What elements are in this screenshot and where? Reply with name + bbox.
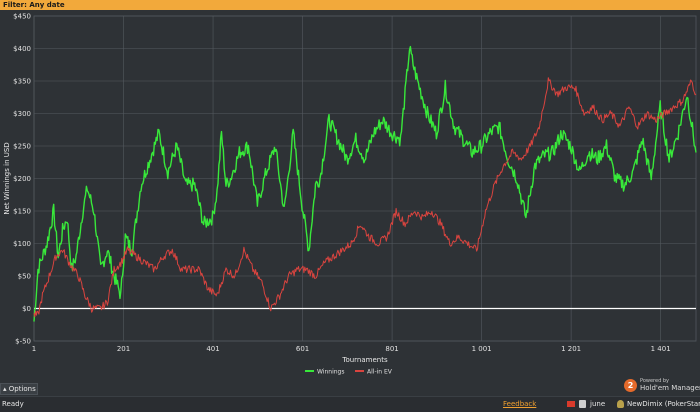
y-tick-label: $350	[13, 78, 31, 86]
y-tick-label: $250	[13, 143, 31, 151]
legend-label: All-in EV	[367, 369, 393, 376]
feedback-link[interactable]: Feedback	[503, 400, 537, 408]
filter-label: Filter:	[3, 1, 27, 9]
series-line-allin-ev	[33, 77, 697, 318]
legend-label: Winnings	[317, 369, 344, 376]
status-bar: Ready Feedback june NewDimix (PokerStars…	[0, 396, 700, 412]
x-tick-label: 201	[117, 345, 130, 353]
options-button[interactable]: ▴ Options	[0, 383, 38, 395]
x-tick-label: 801	[385, 345, 398, 353]
brand-logo: 2 Powered by Hold'em Manager	[624, 377, 700, 395]
y-tick-label: $-50	[15, 338, 31, 346]
y-axis-title: Net Winnings in USD	[3, 142, 11, 214]
flag-icon[interactable]	[567, 401, 575, 407]
x-tick-label: 1 401	[651, 345, 671, 353]
x-tick-label: 1 001	[472, 345, 492, 353]
filter-value[interactable]: Any date	[29, 1, 65, 9]
x-axis-title: Tournaments	[341, 356, 388, 364]
user-name[interactable]: june	[590, 400, 606, 408]
player-icon[interactable]	[617, 400, 624, 408]
filter-bar[interactable]: Filter: Any date	[0, 0, 700, 10]
x-tick-label: 601	[296, 345, 309, 353]
y-tick-label: $50	[18, 273, 31, 281]
series-line-winnings	[33, 45, 697, 322]
y-tick-label: $450	[13, 13, 31, 21]
powered-by-text: Powered by	[640, 378, 669, 384]
x-tick-label: 401	[206, 345, 219, 353]
y-tick-label: $100	[13, 240, 31, 248]
user-icon[interactable]	[579, 400, 586, 408]
y-tick-label: $0	[22, 305, 31, 313]
chart-svg: $-50 $0 $50 $100 $150 $200 $250 $300 $350 $400 $45…	[3, 13, 697, 376]
player-name[interactable]: NewDimix (PokerStars)	[627, 400, 700, 408]
y-tick-label: $300	[13, 110, 31, 118]
options-bar: ▴ Options	[0, 382, 700, 395]
status-text: Ready	[2, 400, 24, 408]
x-tick-label: 1 201	[561, 345, 581, 353]
winnings-chart[interactable]: $-50 $0 $50 $100 $150 $200 $250 $300 $350 $400 $45…	[0, 10, 700, 378]
y-tick-label: $200	[13, 175, 31, 183]
product-name: Hold'em Manager	[640, 384, 700, 392]
options-label: Options	[8, 385, 36, 393]
y-tick-label: $400	[13, 45, 31, 53]
x-tick-label: 1	[32, 345, 36, 353]
chevron-up-icon: ▴	[3, 385, 7, 393]
y-tick-label: $150	[13, 208, 31, 216]
hem-logo-icon: 2	[624, 379, 637, 392]
